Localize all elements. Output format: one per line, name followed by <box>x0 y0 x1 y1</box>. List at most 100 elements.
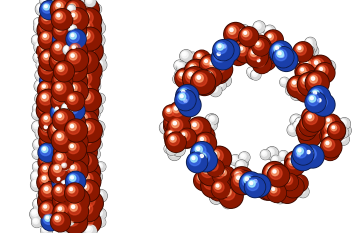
Circle shape <box>58 154 61 158</box>
Circle shape <box>202 64 219 81</box>
Circle shape <box>206 165 218 178</box>
Circle shape <box>211 193 218 200</box>
Circle shape <box>65 22 78 35</box>
Circle shape <box>177 71 180 74</box>
Circle shape <box>39 60 60 81</box>
Circle shape <box>302 107 321 127</box>
Circle shape <box>294 91 295 93</box>
Circle shape <box>234 51 237 54</box>
Circle shape <box>96 61 100 65</box>
Circle shape <box>169 122 191 144</box>
Circle shape <box>42 33 49 40</box>
Circle shape <box>43 53 50 60</box>
Circle shape <box>79 28 101 50</box>
Circle shape <box>64 71 87 93</box>
Circle shape <box>252 39 258 45</box>
Circle shape <box>285 157 303 175</box>
Circle shape <box>268 184 285 202</box>
Circle shape <box>169 131 172 134</box>
Circle shape <box>300 57 321 78</box>
Circle shape <box>37 43 41 47</box>
Circle shape <box>67 81 87 102</box>
Circle shape <box>283 177 303 197</box>
Circle shape <box>332 126 335 129</box>
Circle shape <box>79 83 98 101</box>
Circle shape <box>289 161 292 164</box>
Circle shape <box>180 50 192 62</box>
Circle shape <box>82 165 85 169</box>
Circle shape <box>203 162 226 185</box>
Circle shape <box>160 122 172 134</box>
Circle shape <box>84 224 97 233</box>
Circle shape <box>174 75 180 81</box>
Circle shape <box>57 0 70 7</box>
Circle shape <box>217 44 224 50</box>
Circle shape <box>69 115 75 121</box>
Circle shape <box>43 136 49 142</box>
Circle shape <box>81 56 85 59</box>
Circle shape <box>240 27 258 46</box>
Circle shape <box>261 150 270 159</box>
Circle shape <box>36 60 46 70</box>
Circle shape <box>311 58 324 71</box>
Circle shape <box>95 200 100 206</box>
Circle shape <box>319 64 325 69</box>
Circle shape <box>265 183 268 186</box>
Circle shape <box>290 78 302 90</box>
Circle shape <box>205 67 211 72</box>
Circle shape <box>37 171 59 193</box>
Circle shape <box>214 67 217 70</box>
Circle shape <box>82 31 90 39</box>
Circle shape <box>60 0 64 1</box>
Circle shape <box>33 218 38 224</box>
Circle shape <box>170 149 177 156</box>
Circle shape <box>32 180 39 187</box>
Circle shape <box>263 152 264 154</box>
Circle shape <box>214 169 224 178</box>
Circle shape <box>302 146 323 167</box>
Circle shape <box>97 162 105 171</box>
Circle shape <box>96 191 103 198</box>
Circle shape <box>300 67 306 73</box>
Circle shape <box>309 56 331 78</box>
Circle shape <box>180 50 193 62</box>
Circle shape <box>326 146 328 149</box>
Circle shape <box>159 121 172 134</box>
Circle shape <box>213 78 223 88</box>
Circle shape <box>196 173 207 184</box>
Circle shape <box>284 194 290 199</box>
Circle shape <box>68 191 81 204</box>
Circle shape <box>307 114 314 121</box>
Circle shape <box>199 181 205 187</box>
Circle shape <box>69 104 75 111</box>
Circle shape <box>195 126 215 146</box>
Circle shape <box>51 103 70 122</box>
Circle shape <box>204 65 214 75</box>
Circle shape <box>286 156 304 175</box>
Circle shape <box>71 205 75 209</box>
Circle shape <box>222 78 224 79</box>
Circle shape <box>297 87 302 92</box>
Circle shape <box>221 76 227 83</box>
Circle shape <box>56 176 62 183</box>
Circle shape <box>174 145 181 152</box>
Circle shape <box>54 54 61 61</box>
Circle shape <box>305 92 326 113</box>
Circle shape <box>31 179 43 191</box>
Circle shape <box>229 28 239 39</box>
Circle shape <box>166 119 176 129</box>
Circle shape <box>197 151 209 164</box>
Circle shape <box>184 99 187 102</box>
Circle shape <box>175 69 184 79</box>
Circle shape <box>197 54 200 57</box>
Circle shape <box>222 198 233 209</box>
Circle shape <box>54 106 61 112</box>
Circle shape <box>36 81 43 88</box>
Circle shape <box>54 215 61 222</box>
Circle shape <box>227 194 237 204</box>
Circle shape <box>340 119 346 126</box>
Circle shape <box>34 200 40 206</box>
Circle shape <box>58 195 62 198</box>
Circle shape <box>33 150 42 159</box>
Circle shape <box>82 75 85 78</box>
